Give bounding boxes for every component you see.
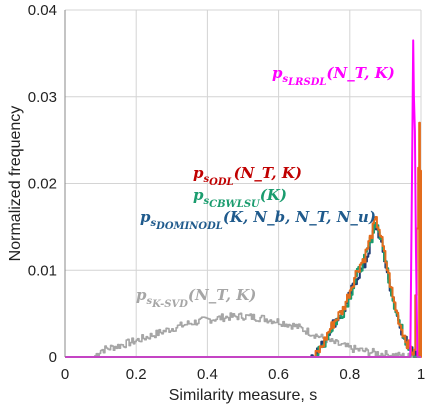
x-tick-label: 0.4 (197, 366, 218, 383)
x-tick-label: 0.2 (126, 366, 147, 383)
series-lrsdl (65, 39, 421, 358)
axes (64, 10, 421, 358)
series-ksvd (93, 312, 414, 358)
x-tick-label: 0 (61, 366, 69, 383)
x-tick-label: 1 (417, 366, 425, 383)
annotation-label: psCBWLSU(K) (193, 186, 287, 210)
annotation-label: psLRSDL(N_T, K) (272, 64, 395, 88)
y-tick-label: 0.02 (28, 176, 57, 193)
annotation-label: psK-SVD(N_T, K) (136, 286, 256, 310)
annotation-label: psODL(N_T, K) (193, 164, 302, 188)
y-tick-label: 0.03 (28, 89, 57, 106)
x-axis-label: Similarity measure, s (169, 387, 317, 404)
tick-labels: 0 0.2 0.4 0.6 0.8 1 0 0.01 0.02 0.03 0.04 (28, 2, 425, 383)
grid (64, 9, 422, 358)
y-axis-label: Normalized frequency (7, 106, 24, 262)
y-tick-label: 0 (49, 349, 57, 366)
series-sodl (65, 121, 422, 358)
x-tick-label: 0.8 (339, 366, 360, 383)
y-tick-label: 0.01 (28, 262, 57, 279)
annotations: psLRSDL(N_T, K)psODL(N_T, K)psCBWLSU(K)p… (136, 64, 395, 310)
y-tick-label: 0.04 (28, 2, 57, 19)
x-tick-label: 0.6 (268, 366, 289, 383)
annotation-label: psDOMINODL(K, N_b, N_T, N_u) (140, 208, 376, 232)
